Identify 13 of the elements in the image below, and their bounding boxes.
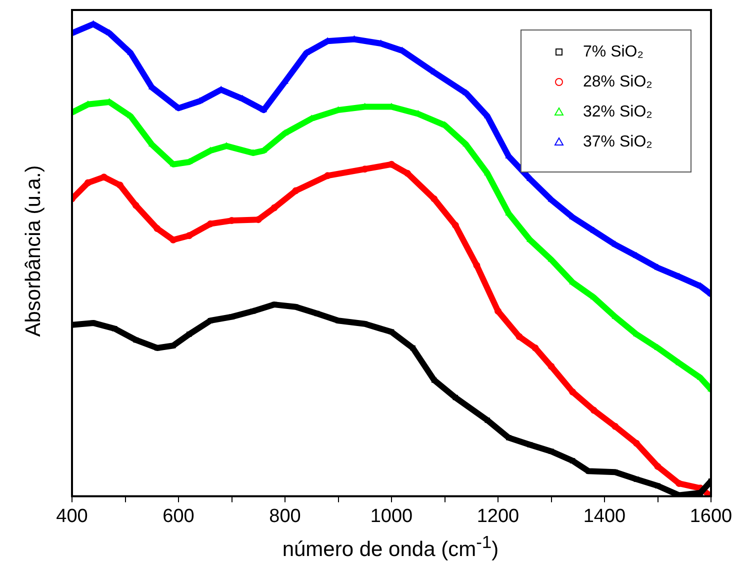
legend-label: 32% SiO₂: [583, 103, 652, 120]
x-tick-label: 600: [162, 506, 194, 527]
x-tick-label: 1400: [583, 506, 626, 527]
x-tick-label: 1000: [370, 506, 413, 527]
x-tick-label: 1600: [690, 506, 732, 527]
x-tick-label: 400: [56, 506, 88, 527]
x-tick-label: 800: [269, 506, 301, 527]
x-axis-title: número de onda (cm$^{-1}$): [281, 532, 500, 562]
y-axis-title: Absorbância (u.a.): [22, 165, 46, 337]
legend-label: 7% SiO₂: [583, 43, 644, 60]
legend-label: 37% SiO₂: [583, 133, 652, 150]
x-tick-label: 1200: [476, 506, 520, 527]
legend-label: 28% SiO₂: [583, 73, 652, 90]
